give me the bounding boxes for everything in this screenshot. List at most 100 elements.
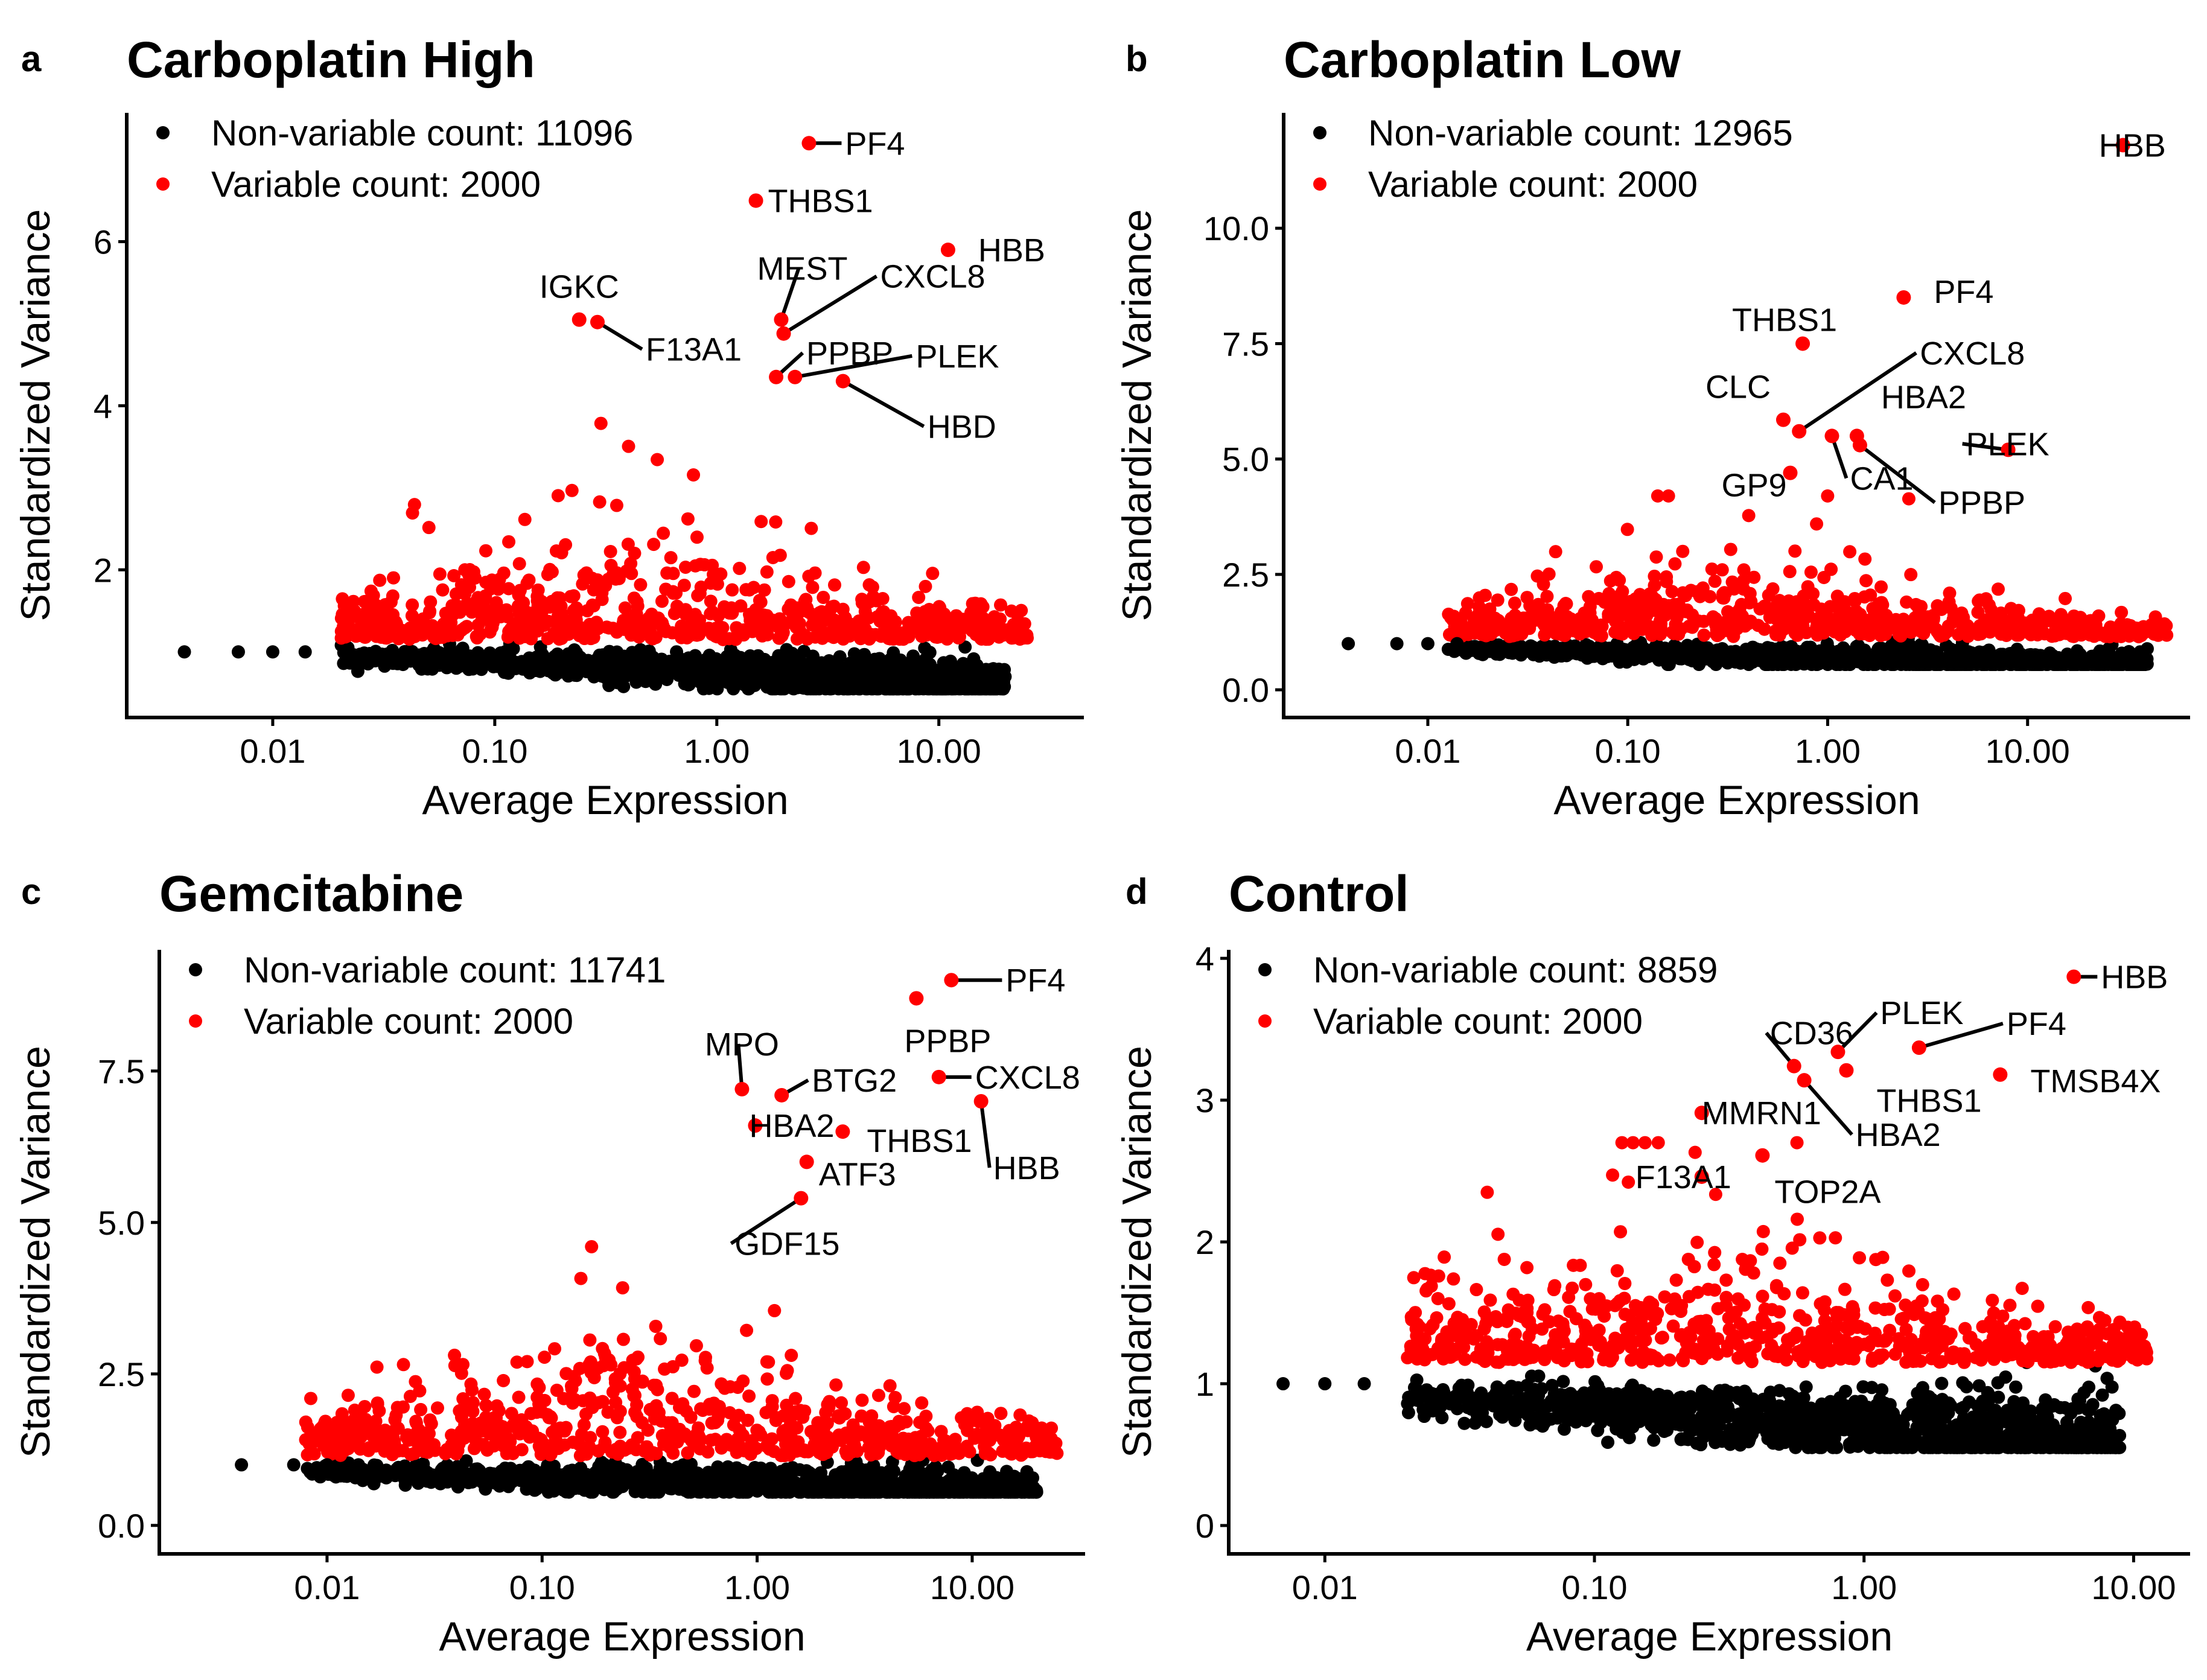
non-variable-point	[456, 656, 470, 670]
non-variable-point	[177, 645, 191, 659]
variable-point	[470, 594, 483, 608]
non-variable-point	[642, 644, 656, 658]
variable-point	[912, 590, 926, 604]
non-variable-point	[511, 661, 525, 675]
variable-point	[1540, 590, 1554, 603]
non-variable-point	[951, 1471, 964, 1485]
variable-point	[465, 605, 479, 619]
non-variable-point	[969, 662, 983, 676]
variable-point	[649, 631, 663, 644]
variable-point	[638, 620, 652, 634]
variable-point	[573, 623, 587, 637]
gene-label: PPBP	[1938, 485, 2025, 521]
variable-point	[1848, 591, 1862, 605]
variable-point	[666, 567, 680, 581]
variable-point	[1930, 625, 1944, 638]
legend-variable-marker	[156, 177, 170, 191]
variable-point	[1858, 552, 1872, 566]
variable-point	[1843, 545, 1857, 559]
non-variable-point	[899, 1469, 912, 1483]
non-variable-point	[821, 657, 835, 671]
variable-point	[675, 619, 689, 633]
variable-point	[403, 632, 416, 646]
non-variable-point	[712, 1480, 725, 1494]
non-variable-point	[663, 1481, 677, 1495]
variable-point	[470, 631, 484, 645]
variable-point	[1669, 604, 1683, 618]
variable-point	[1783, 565, 1797, 579]
variable-point	[1668, 557, 1682, 571]
variable-point	[688, 608, 702, 622]
variable-point	[621, 537, 635, 551]
non-variable-point	[451, 1480, 465, 1494]
variable-point	[610, 625, 624, 639]
variable-point	[2115, 605, 2129, 619]
variable-point	[2042, 609, 2056, 623]
variable-point	[406, 598, 419, 612]
variable-point	[647, 538, 661, 552]
variable-point	[363, 623, 377, 637]
variable-point	[725, 583, 739, 597]
non-variable-point	[2102, 641, 2116, 655]
variable-point	[677, 578, 691, 592]
non-variable-point	[977, 1485, 991, 1499]
variable-point	[1607, 605, 1620, 619]
non-variable-point	[1745, 645, 1759, 659]
non-variable-point	[436, 1462, 450, 1475]
non-variable-point	[923, 658, 937, 672]
variable-point	[1620, 523, 1634, 536]
y-tick-label: 0.0	[1222, 671, 1269, 709]
gene-plek: PLEK	[788, 339, 999, 384]
labeled-point	[801, 136, 817, 151]
variable-point	[1864, 588, 1877, 602]
variable-point	[479, 544, 492, 558]
variable-point	[541, 568, 555, 582]
variable-point	[1549, 545, 1562, 559]
variable-point	[856, 561, 870, 574]
variable-point	[1874, 580, 1888, 594]
non-variable-point	[941, 1460, 955, 1474]
labeled-point	[748, 193, 763, 208]
variable-point	[981, 629, 995, 643]
non-variable-point	[1850, 640, 1864, 654]
variable-point	[1954, 608, 1968, 622]
gene-label: HBA2	[1881, 379, 1966, 415]
variable-point	[373, 573, 387, 587]
non-variable-point	[570, 646, 584, 660]
variable-point	[1643, 622, 1657, 635]
non-variable-point	[905, 677, 919, 691]
variable-point	[460, 620, 474, 634]
non-variable-point	[530, 652, 544, 666]
variable-point	[625, 567, 639, 581]
non-variable-point	[1798, 648, 1812, 661]
variable-point	[549, 544, 563, 558]
x-tick-label: 10.00	[897, 732, 981, 770]
variable-point	[1724, 542, 1737, 556]
variable-point	[862, 631, 876, 645]
variable-point	[1983, 625, 1997, 639]
non-variable-point	[480, 1471, 494, 1484]
variable-point	[806, 581, 820, 594]
gene-label: PLEK	[1966, 426, 2049, 462]
variable-point	[436, 583, 450, 597]
gene-label: CXCL8	[1920, 336, 2025, 372]
variable-point	[610, 498, 623, 512]
variable-point	[2059, 591, 2072, 605]
non-variable-point	[497, 1477, 511, 1491]
variable-point	[693, 558, 707, 571]
variable-point	[341, 1389, 355, 1402]
non-variable-point	[906, 649, 920, 663]
gene-label: PF4	[1934, 274, 1993, 310]
variable-point	[760, 1372, 774, 1386]
variable-point	[1788, 544, 1802, 558]
variable-point	[1876, 598, 1890, 612]
variable-point	[2012, 628, 2026, 642]
non-variable-point	[883, 661, 897, 675]
non-variable-point	[748, 670, 762, 684]
variable-point	[547, 626, 561, 640]
non-variable-point	[857, 657, 871, 670]
gene-ca1: CA1	[1824, 428, 1914, 497]
variable-point	[664, 551, 678, 565]
